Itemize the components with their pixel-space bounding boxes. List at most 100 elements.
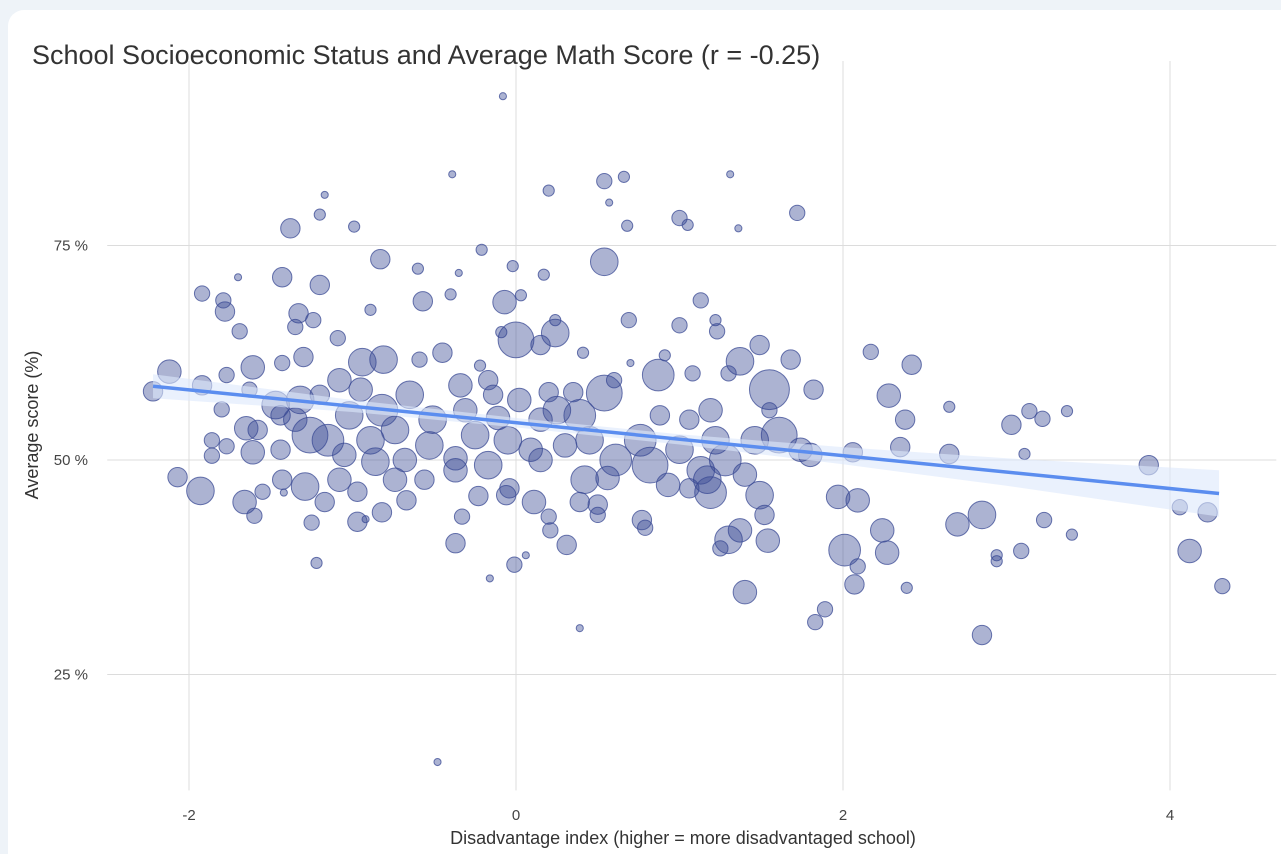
confidence-band [153,374,1220,517]
point [356,425,385,455]
x-tick-label: 0 [512,807,520,824]
x-tick-label: 2 [839,807,847,824]
point [432,342,453,363]
point [348,347,377,377]
point [507,387,532,413]
point [213,401,230,418]
point [649,405,671,426]
y-tick-label: 75 % [54,238,88,255]
point [849,558,866,575]
point [311,423,345,457]
point [415,431,444,460]
point [528,447,553,473]
point [684,365,701,382]
point [844,574,865,595]
point [599,443,633,477]
point [327,467,352,492]
point [280,218,301,239]
point [869,518,895,543]
point [347,481,368,502]
point [537,268,550,281]
point [671,317,688,334]
point [246,507,263,524]
point [637,519,654,536]
point [694,476,727,509]
point [540,508,557,525]
point [605,198,614,207]
point [803,379,824,400]
point [314,491,335,513]
point [493,425,523,455]
point [589,247,619,277]
point [749,334,770,356]
point [448,170,457,179]
point [291,416,329,454]
point [1021,402,1038,420]
chart-title: School Socioeconomic Status and Average … [32,40,820,70]
point [552,433,578,458]
point [348,220,361,233]
point [780,349,801,370]
point [329,330,346,347]
point [305,311,322,329]
point [234,273,243,282]
point [395,380,425,410]
point [595,465,620,491]
point [720,365,737,382]
point [369,345,398,374]
point [218,438,235,455]
point [901,354,922,375]
point [679,478,700,499]
point [495,326,508,339]
point [894,409,916,430]
point [990,555,1003,568]
point [755,528,781,553]
point [631,446,669,484]
point [193,285,211,302]
point [679,409,700,430]
point [1177,538,1202,564]
point [1065,528,1079,541]
point [542,522,559,539]
point [876,383,902,408]
marks [142,92,1231,767]
point [453,508,471,525]
point [364,303,377,316]
point [549,314,562,327]
point [967,500,997,530]
x-tick-label: -2 [182,807,195,824]
point [900,581,913,594]
point [485,574,494,583]
point [271,267,293,288]
point [288,303,309,324]
point [231,323,248,340]
point [287,318,304,336]
point [714,525,743,555]
point [641,358,675,392]
point [270,405,291,426]
point [542,184,555,197]
point [698,397,723,423]
y-tick-label: 25 % [54,667,88,684]
point [475,243,488,256]
point [254,483,271,500]
point [732,462,758,487]
point [332,442,357,468]
point [692,292,709,309]
point [167,466,188,488]
point [460,420,490,450]
point [203,432,221,449]
point [240,355,266,380]
point [575,624,584,633]
point [303,514,320,531]
point [412,291,434,312]
point [708,323,726,340]
point [506,259,519,273]
point [361,447,390,477]
point [396,490,417,511]
point [681,218,694,232]
point [816,601,834,618]
point [734,224,743,233]
